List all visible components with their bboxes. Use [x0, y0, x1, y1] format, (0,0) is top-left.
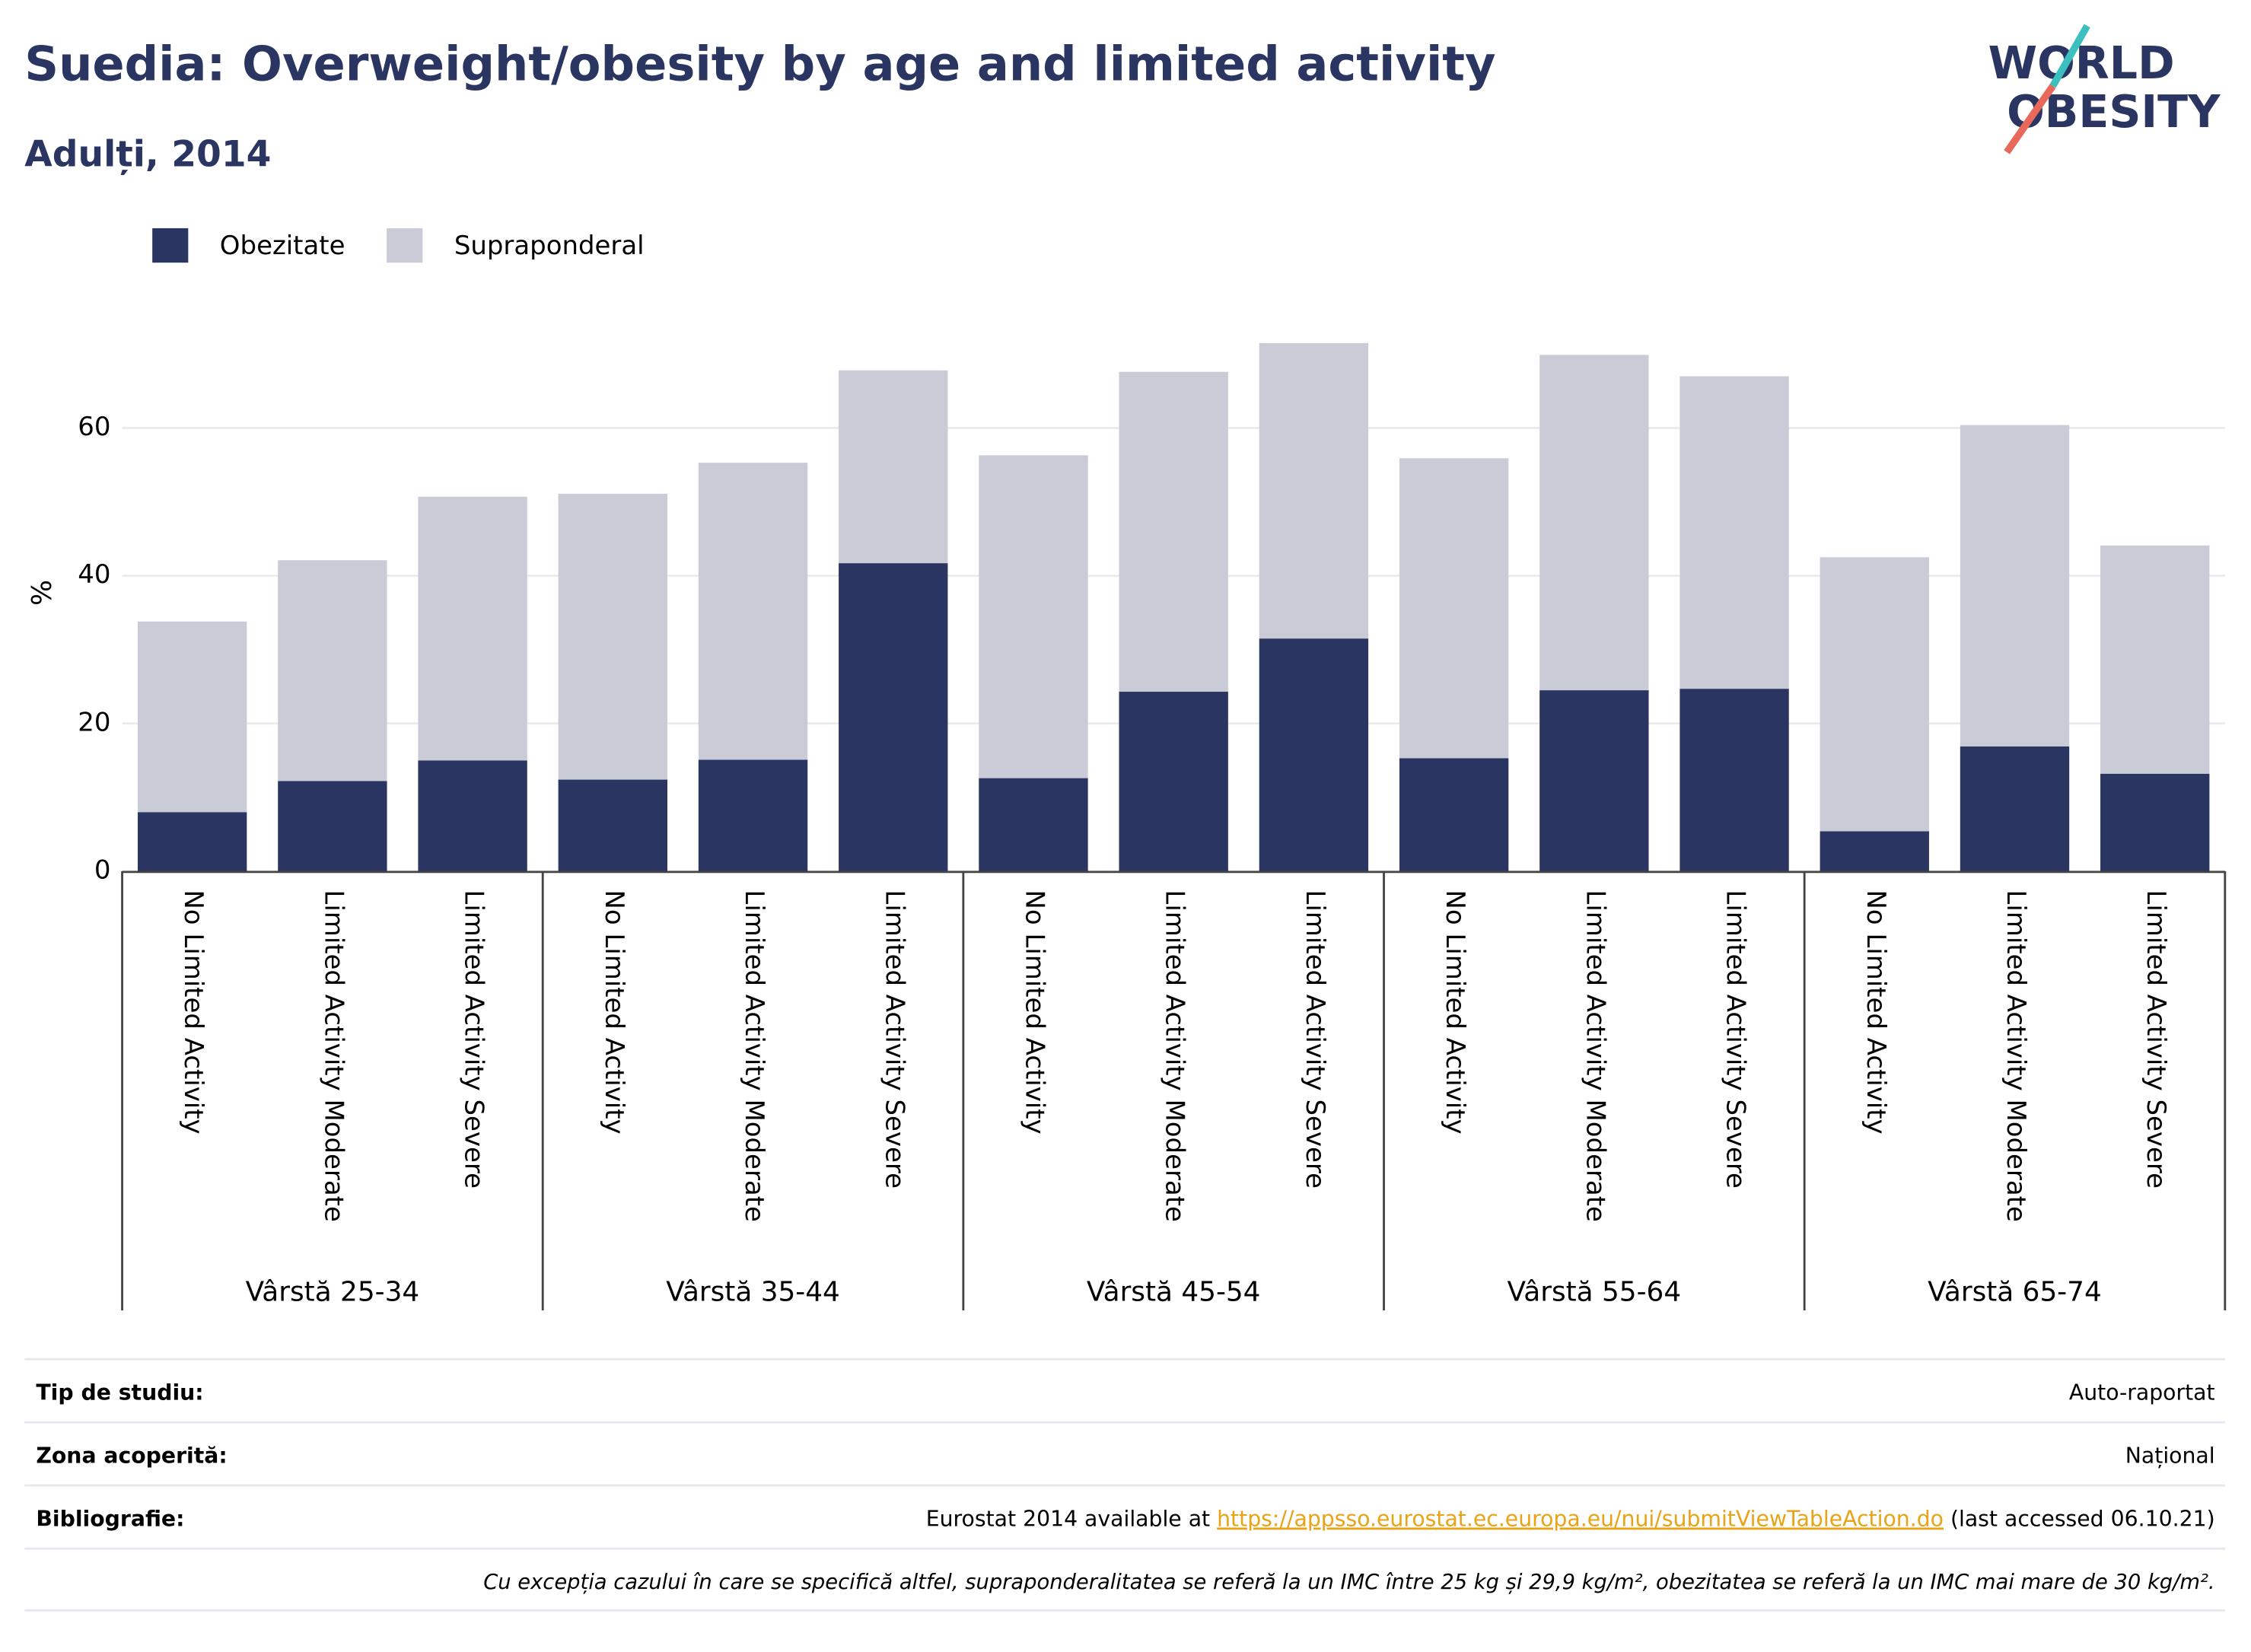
x-tick-label: No Limited Activity — [178, 890, 209, 1134]
row-label: Bibliografie: — [36, 1506, 184, 1531]
group-label: Vârstă 65-74 — [1928, 1276, 2102, 1307]
bar-segment — [418, 496, 527, 761]
bar-segment — [1820, 831, 1929, 871]
bar-segment — [137, 812, 247, 871]
x-tick-label: Limited Activity Moderate — [739, 890, 769, 1221]
bar-segment — [1539, 690, 1649, 871]
x-tick-label: Limited Activity Moderate — [318, 890, 349, 1221]
legend-label: Obezitate — [220, 231, 345, 261]
x-tick-label: Limited Activity Severe — [1300, 890, 1330, 1189]
bar-segment — [698, 759, 808, 871]
bar-segment — [137, 621, 247, 813]
x-tick-label: Limited Activity Moderate — [1580, 890, 1610, 1221]
group-label: Vârstă 35-44 — [666, 1276, 840, 1307]
y-tick-label: 40 — [78, 559, 110, 590]
y-tick-label: 20 — [78, 707, 110, 737]
bar-segment — [418, 760, 527, 871]
bar-segment — [278, 781, 387, 871]
citation-text: (last accessed 06.10.21) — [1944, 1506, 2215, 1531]
x-tick-label: Limited Activity Severe — [2141, 890, 2171, 1189]
bar-segment — [1679, 689, 1789, 871]
row-value: Eurostat 2014 available at https://appss… — [926, 1506, 2215, 1531]
bar-segment — [698, 463, 808, 760]
bar-segment — [979, 455, 1088, 778]
legend-swatch — [387, 228, 423, 263]
bar-segment — [1539, 355, 1649, 691]
row-value: Auto-raportat — [2069, 1380, 2215, 1405]
bar-segment — [839, 370, 948, 564]
x-tick-label: No Limited Activity — [1861, 890, 1891, 1134]
chart-title: Suedia: Overweight/obesity by age and li… — [24, 37, 1495, 92]
logo-stroke — [2049, 24, 2090, 88]
y-tick-label: 0 — [94, 855, 111, 885]
bar-segment — [278, 560, 387, 781]
bar-segment — [558, 493, 667, 780]
bar-segment — [839, 563, 948, 871]
bar-segment — [2100, 545, 2210, 774]
bar-segment — [1960, 746, 2070, 871]
y-axis-title: % — [27, 580, 58, 606]
logo-text: WORLD — [1988, 37, 2175, 89]
x-tick-label: Limited Activity Moderate — [1160, 890, 1190, 1221]
x-tick-label: Limited Activity Severe — [459, 890, 489, 1189]
x-tick-label: Limited Activity Severe — [1721, 890, 1751, 1189]
row-label: Tip de studiu: — [36, 1380, 203, 1405]
bar-segment — [1679, 376, 1789, 689]
group-label: Vârstă 55-64 — [1508, 1276, 1682, 1307]
bar-segment — [979, 778, 1088, 871]
bar-segment — [1399, 758, 1509, 871]
x-tick-label: No Limited Activity — [1440, 890, 1470, 1134]
bar-segment — [1960, 425, 2070, 746]
bar-segment — [558, 779, 667, 871]
logo-stroke — [2004, 84, 2056, 154]
bar-segment — [1119, 692, 1228, 871]
group-label: Vârstă 25-34 — [246, 1276, 420, 1307]
legend-swatch — [152, 228, 189, 263]
row-label: Zona acoperită: — [36, 1443, 227, 1468]
chart-subtitle: Adulți, 2014 — [24, 134, 271, 176]
x-tick-label: No Limited Activity — [599, 890, 629, 1134]
citation-text: Eurostat 2014 available at — [926, 1506, 1217, 1531]
y-tick-label: 60 — [78, 412, 110, 442]
footnote: Cu excepția cazului în care se specifică… — [483, 1571, 2214, 1594]
bar-segment — [1119, 371, 1228, 692]
citation-link[interactable]: https://appsso.eurostat.ec.europa.eu/nui… — [1217, 1506, 1944, 1531]
bar-segment — [1820, 557, 1929, 832]
x-tick-label: Limited Activity Moderate — [2001, 890, 2031, 1221]
legend-label: Supraponderal — [454, 231, 645, 261]
bar-segment — [1259, 638, 1369, 871]
logo: WORLD OBESITY — [1988, 24, 2221, 154]
group-label: Vârstă 45-54 — [1087, 1276, 1261, 1307]
x-tick-label: No Limited Activity — [1019, 890, 1049, 1134]
bar-segment — [2100, 773, 2210, 871]
x-tick-label: Limited Activity Severe — [879, 890, 909, 1189]
bar-segment — [1259, 342, 1369, 639]
logo-text: OBESITY — [2007, 86, 2221, 138]
row-value: Național — [2125, 1443, 2215, 1468]
bar-segment — [1399, 458, 1509, 759]
